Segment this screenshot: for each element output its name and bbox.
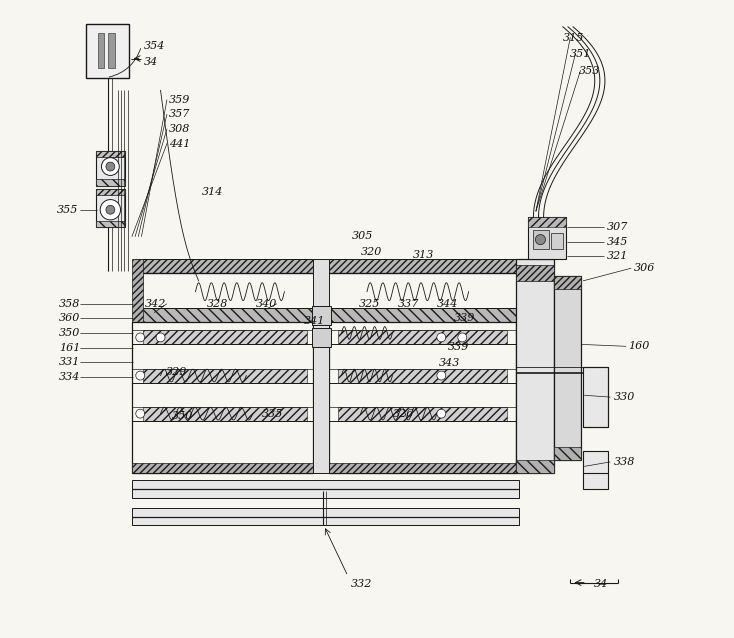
Text: 321: 321 <box>606 251 628 261</box>
Text: 338: 338 <box>614 457 635 467</box>
Circle shape <box>535 235 545 245</box>
Bar <box>329 308 516 322</box>
Bar <box>313 258 329 473</box>
Text: 353: 353 <box>578 66 600 76</box>
Text: 350: 350 <box>59 328 80 338</box>
Text: 308: 308 <box>169 124 190 134</box>
Text: 330: 330 <box>614 392 635 402</box>
Text: 354: 354 <box>143 41 164 51</box>
Text: 350: 350 <box>172 411 193 420</box>
Bar <box>554 447 581 460</box>
Text: 307: 307 <box>606 222 628 232</box>
Circle shape <box>136 333 145 342</box>
Bar <box>329 258 516 272</box>
Circle shape <box>437 409 446 418</box>
Bar <box>86 24 129 78</box>
Bar <box>132 258 143 322</box>
Bar <box>551 234 563 249</box>
Bar <box>96 179 125 186</box>
Text: 360: 360 <box>59 313 80 323</box>
Text: 325: 325 <box>359 299 380 309</box>
Text: 341: 341 <box>303 316 325 326</box>
Bar <box>516 265 554 281</box>
Bar <box>338 369 506 383</box>
Text: 326: 326 <box>393 410 414 419</box>
Bar <box>135 308 313 322</box>
Bar <box>132 322 313 473</box>
Bar <box>132 508 520 526</box>
Text: 351: 351 <box>570 49 592 59</box>
Text: 343: 343 <box>439 359 460 369</box>
Text: 161: 161 <box>59 343 80 353</box>
Bar <box>534 230 549 249</box>
Circle shape <box>101 200 120 220</box>
Text: 313: 313 <box>413 251 434 260</box>
Text: 359: 359 <box>169 95 190 105</box>
Text: 160: 160 <box>629 341 650 352</box>
Text: 314: 314 <box>202 187 223 197</box>
Text: 355: 355 <box>57 205 79 215</box>
Bar <box>312 328 331 347</box>
Text: 34: 34 <box>594 579 608 589</box>
Text: 306: 306 <box>633 263 655 273</box>
Bar <box>109 33 115 68</box>
Text: 334: 334 <box>59 372 80 382</box>
Bar <box>338 406 506 420</box>
Bar <box>132 463 313 473</box>
Text: 332: 332 <box>350 579 372 589</box>
Bar <box>96 189 125 195</box>
Text: 441: 441 <box>169 138 190 149</box>
Bar <box>329 322 516 473</box>
Bar <box>554 276 581 288</box>
Bar <box>143 369 308 383</box>
Bar <box>96 151 125 157</box>
Bar <box>96 221 125 227</box>
Text: 345: 345 <box>606 237 628 246</box>
Text: 344: 344 <box>437 299 458 309</box>
Circle shape <box>437 371 446 380</box>
Bar <box>96 189 125 227</box>
Bar <box>554 276 581 460</box>
Bar <box>516 258 554 473</box>
Circle shape <box>106 205 115 214</box>
Text: 358: 358 <box>59 299 80 309</box>
Text: 328: 328 <box>207 299 228 309</box>
Text: 34: 34 <box>143 57 158 67</box>
Text: 337: 337 <box>398 299 419 309</box>
Circle shape <box>437 333 446 342</box>
Text: 320: 320 <box>360 248 382 257</box>
Text: 357: 357 <box>169 110 190 119</box>
Bar <box>132 480 520 498</box>
Bar <box>583 451 608 489</box>
Circle shape <box>458 333 467 342</box>
Bar <box>143 406 308 420</box>
Circle shape <box>156 333 165 342</box>
Bar <box>338 330 506 345</box>
Bar <box>96 151 125 186</box>
Circle shape <box>136 409 145 418</box>
Circle shape <box>106 162 115 171</box>
Text: 335: 335 <box>261 410 283 419</box>
Bar <box>528 218 567 258</box>
Text: 339: 339 <box>448 342 469 352</box>
Bar <box>135 258 313 272</box>
Text: 339: 339 <box>454 313 476 323</box>
Text: 305: 305 <box>352 232 373 241</box>
Bar <box>583 367 608 427</box>
Text: 340: 340 <box>256 299 277 309</box>
Text: 342: 342 <box>145 299 166 309</box>
Bar <box>528 218 567 227</box>
Circle shape <box>136 371 145 380</box>
Circle shape <box>101 158 119 175</box>
Bar <box>312 306 331 325</box>
Text: 329: 329 <box>166 367 187 377</box>
Text: 331: 331 <box>59 357 80 367</box>
Bar <box>516 460 554 473</box>
Bar <box>329 463 516 473</box>
Text: 315: 315 <box>563 33 584 43</box>
Bar <box>98 33 104 68</box>
Bar <box>143 330 308 345</box>
